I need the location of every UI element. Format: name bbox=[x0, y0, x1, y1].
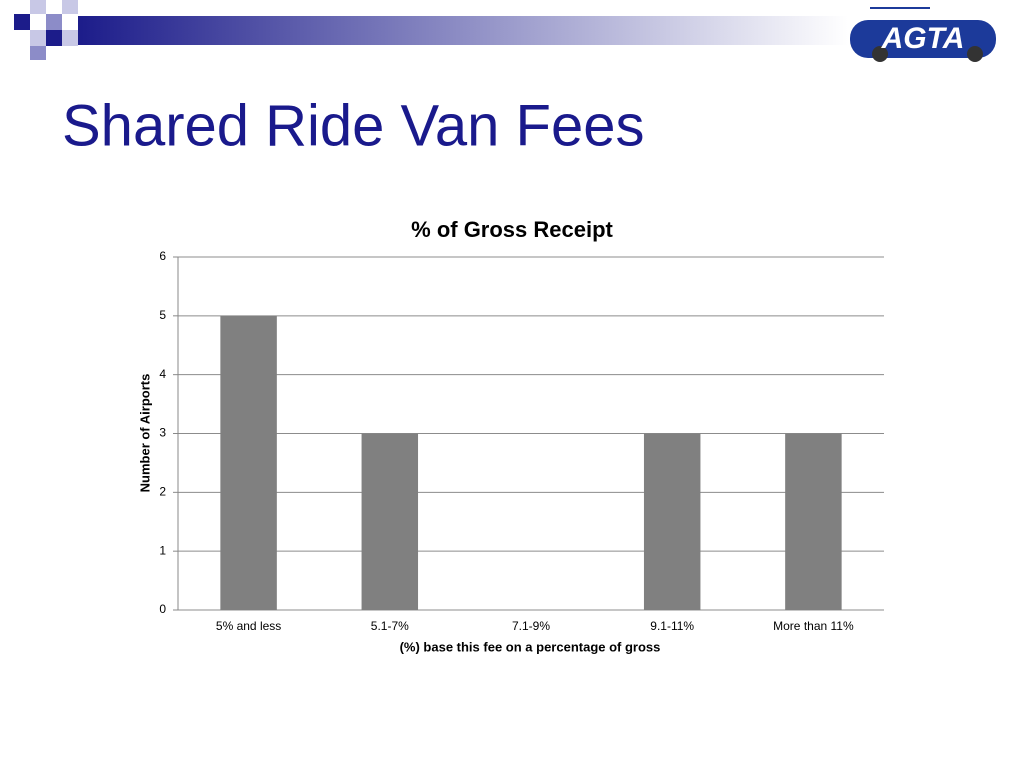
y-tick-label: 2 bbox=[159, 485, 166, 499]
x-tick-label: 5.1-7% bbox=[371, 619, 409, 633]
x-tick-label: 7.1-9% bbox=[512, 619, 550, 633]
header-decoration bbox=[14, 0, 848, 60]
x-tick-label: 5% and less bbox=[216, 619, 281, 633]
x-axis-label: (%) base this fee on a percentage of gro… bbox=[400, 639, 661, 654]
logo-text: AGTA bbox=[881, 22, 965, 55]
y-tick-label: 1 bbox=[159, 543, 166, 557]
x-tick-label: More than 11% bbox=[773, 619, 854, 633]
slide-title: Shared Ride Van Fees bbox=[62, 93, 645, 158]
y-tick-label: 6 bbox=[159, 249, 166, 263]
chart-title: % of Gross Receipt bbox=[411, 217, 613, 242]
y-tick-label: 3 bbox=[159, 426, 166, 440]
bar bbox=[643, 433, 701, 610]
bar bbox=[361, 433, 419, 610]
logo: AGTA bbox=[850, 7, 996, 62]
y-axis-label: Number of Airports bbox=[137, 374, 152, 493]
bar bbox=[785, 433, 842, 610]
x-tick-label: 9.1-11% bbox=[650, 619, 694, 633]
bar bbox=[220, 315, 277, 610]
y-tick-label: 0 bbox=[159, 602, 166, 616]
y-tick-label: 5 bbox=[159, 308, 166, 322]
y-tick-label: 4 bbox=[159, 367, 166, 381]
